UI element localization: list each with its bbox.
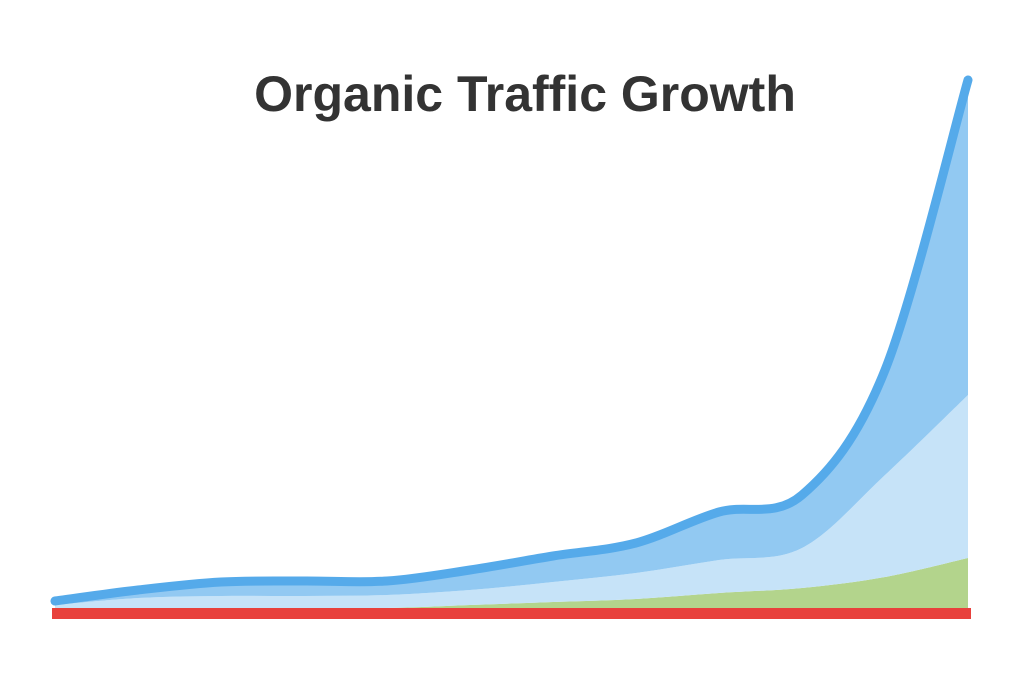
- area: [55, 558, 968, 609]
- area: [55, 80, 968, 605]
- baseline: [52, 608, 971, 619]
- total-line: [50, 75, 973, 606]
- chart-title: Organic Traffic Growth: [254, 66, 796, 122]
